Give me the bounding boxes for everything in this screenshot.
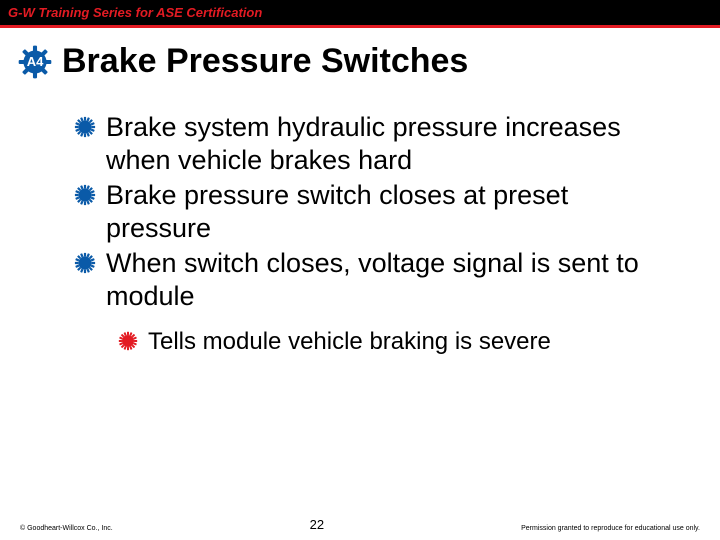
list-item: Brake system hydraulic pressure increase… bbox=[74, 111, 680, 177]
bullet-text: Brake system hydraulic pressure increase… bbox=[106, 111, 680, 177]
copyright-text: © Goodheart-Willcox Co., Inc. bbox=[20, 525, 113, 532]
list-item: Brake pressure switch closes at preset p… bbox=[74, 179, 680, 245]
gear-bullet-icon bbox=[74, 116, 96, 138]
bullet-text: When switch closes, voltage signal is se… bbox=[106, 247, 680, 313]
gear-bullet-icon bbox=[118, 331, 138, 351]
slide: G-W Training Series for ASE Certificatio… bbox=[0, 0, 720, 540]
gear-bullet-icon bbox=[74, 184, 96, 206]
top-bar-text: G-W Training Series for ASE Certificatio… bbox=[8, 5, 262, 20]
badge-label: A4 bbox=[27, 54, 44, 69]
top-bar: G-W Training Series for ASE Certificatio… bbox=[0, 0, 720, 28]
page-title: Brake Pressure Switches bbox=[62, 42, 468, 81]
permission-text: Permission granted to reproduce for educ… bbox=[521, 525, 700, 532]
bullet-text: Tells module vehicle braking is severe bbox=[148, 327, 551, 357]
bullet-text: Brake pressure switch closes at preset p… bbox=[106, 179, 680, 245]
title-row: A4 Brake Pressure Switches bbox=[0, 28, 720, 85]
page-number: 22 bbox=[310, 517, 324, 532]
footer: © Goodheart-Willcox Co., Inc. 22 Permiss… bbox=[0, 517, 720, 532]
course-badge: A4 bbox=[18, 45, 52, 79]
list-item: When switch closes, voltage signal is se… bbox=[74, 247, 680, 313]
gear-bullet-icon bbox=[74, 252, 96, 274]
content-area: Brake system hydraulic pressure increase… bbox=[0, 85, 720, 540]
list-item-sub: Tells module vehicle braking is severe bbox=[118, 327, 680, 357]
